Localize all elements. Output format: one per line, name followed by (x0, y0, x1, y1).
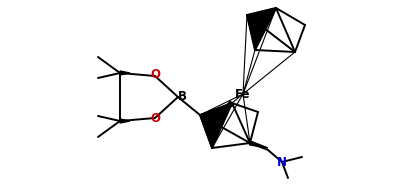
Text: O: O (150, 112, 160, 126)
Polygon shape (120, 119, 130, 123)
Text: N: N (277, 155, 287, 169)
Text: O: O (150, 69, 160, 82)
Polygon shape (247, 8, 276, 50)
Polygon shape (249, 141, 268, 148)
Polygon shape (120, 71, 130, 75)
Text: Fe: Fe (235, 88, 251, 101)
Polygon shape (215, 101, 234, 118)
Polygon shape (200, 103, 232, 148)
Text: B: B (178, 90, 187, 104)
